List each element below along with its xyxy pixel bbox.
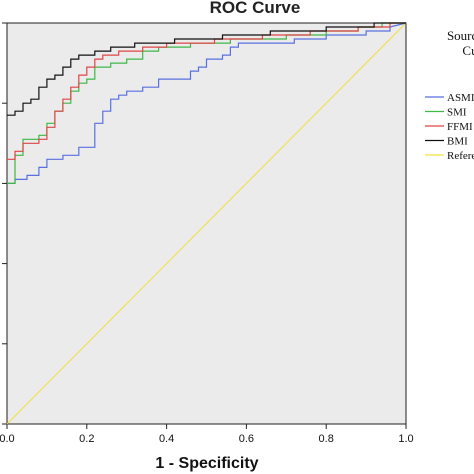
x-tick-label: 0.4 <box>159 433 174 445</box>
x-tick-label: 0.6 <box>239 433 254 445</box>
legend-label-ffmi: FFMI <box>447 121 473 133</box>
legend-label-smi: SMI <box>447 107 467 119</box>
x-tick-label: 0.2 <box>79 433 94 445</box>
x-tick-label: 1.0 <box>398 433 413 445</box>
series-line-ffmi <box>7 22 406 160</box>
legend-title-line1: Source <box>447 28 474 43</box>
series-line-bmi <box>7 22 406 116</box>
series-line-asmi <box>7 22 407 184</box>
series-layer <box>6 22 407 425</box>
legend-title-line2: Cu <box>462 43 474 58</box>
x-axis-label: 1 - Specificity <box>155 455 258 472</box>
legend-label-bmi: BMI <box>447 136 468 148</box>
legend-label-asmi: ASMI <box>447 92 474 104</box>
x-tick-label: 0.8 <box>319 433 334 445</box>
legend: Source Cu ASMI SMI FFMI BMI Refere <box>425 28 474 162</box>
series-line-refere <box>6 22 407 425</box>
legend-label-refere: Refere <box>447 150 474 162</box>
x-tick-label: 0.0 <box>0 433 15 445</box>
chart-title: ROC Curve <box>210 0 301 17</box>
axis-ticks: 0.0 0.2 0.4 0.6 0.8 1.0 <box>0 22 414 445</box>
